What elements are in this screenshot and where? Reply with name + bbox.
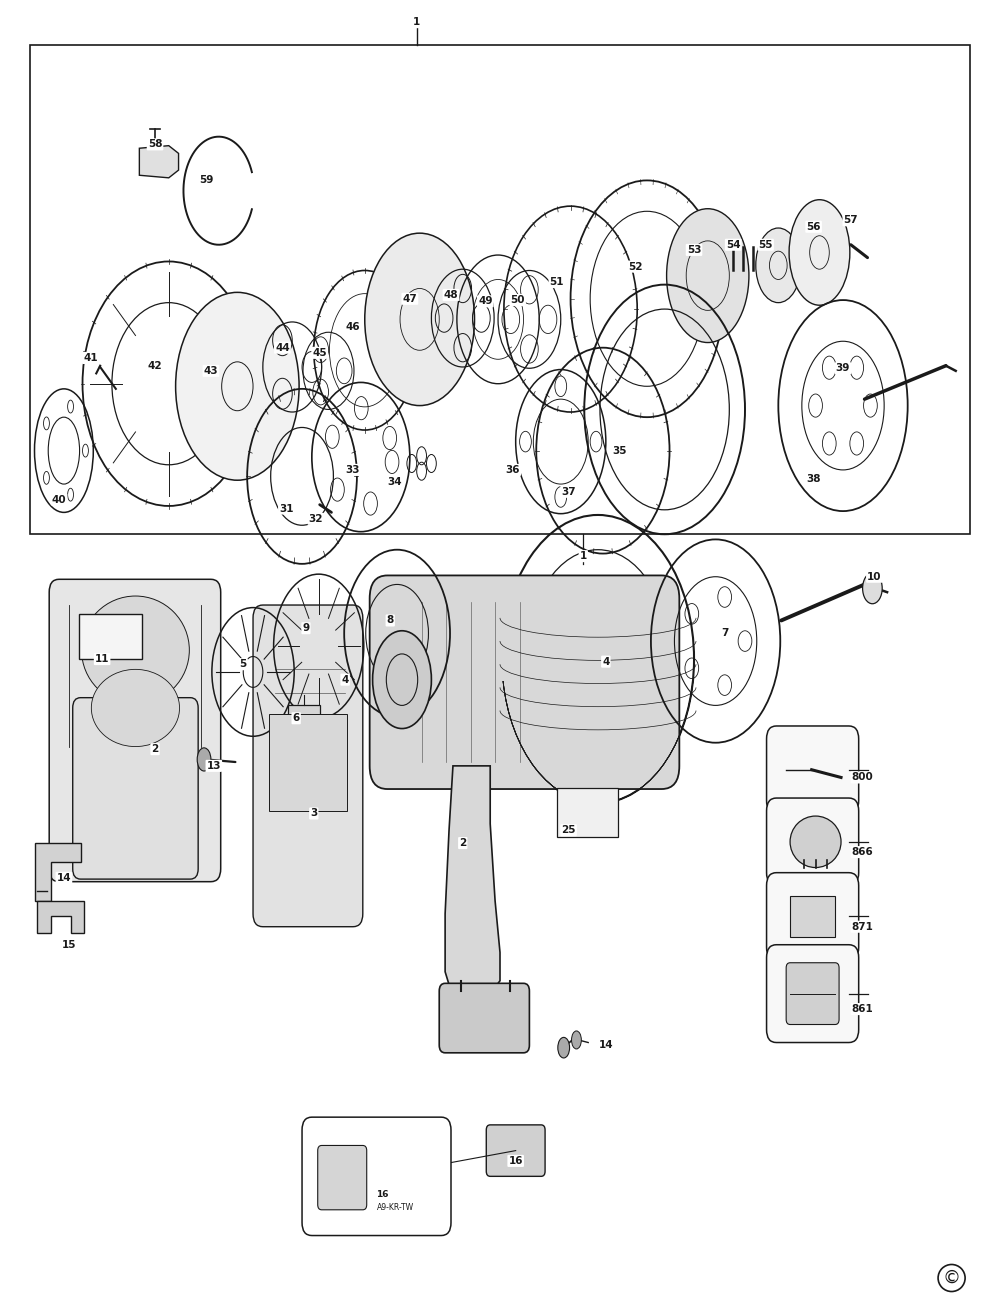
FancyBboxPatch shape (790, 895, 835, 937)
Ellipse shape (176, 293, 299, 481)
Ellipse shape (790, 817, 841, 868)
Ellipse shape (863, 572, 882, 604)
Text: 40: 40 (52, 495, 66, 504)
FancyBboxPatch shape (767, 945, 859, 1043)
Text: 866: 866 (852, 847, 873, 857)
Text: 54: 54 (726, 240, 741, 249)
Text: 45: 45 (312, 348, 327, 358)
Text: 861: 861 (852, 1004, 873, 1014)
FancyBboxPatch shape (269, 714, 347, 811)
Ellipse shape (667, 209, 749, 343)
Text: 5: 5 (240, 659, 247, 670)
Text: 34: 34 (387, 477, 401, 487)
Text: 41: 41 (83, 353, 98, 362)
Text: 38: 38 (806, 474, 821, 484)
FancyBboxPatch shape (767, 726, 859, 814)
Ellipse shape (789, 200, 850, 305)
Text: 2: 2 (459, 838, 466, 848)
FancyBboxPatch shape (79, 614, 142, 659)
Text: 2: 2 (151, 744, 159, 754)
FancyBboxPatch shape (786, 962, 839, 1024)
Text: 35: 35 (612, 445, 627, 456)
Text: 1: 1 (413, 17, 420, 28)
Text: 11: 11 (95, 654, 109, 664)
Text: 800: 800 (852, 772, 873, 783)
Text: 33: 33 (346, 465, 360, 475)
Text: A9-KR-TW: A9-KR-TW (377, 1203, 414, 1212)
Text: 46: 46 (346, 322, 360, 332)
Text: 52: 52 (628, 261, 642, 272)
Text: 43: 43 (204, 366, 218, 376)
Text: 31: 31 (279, 503, 294, 513)
Text: 53: 53 (687, 246, 701, 255)
Text: 42: 42 (148, 361, 162, 370)
Text: 6: 6 (293, 713, 300, 723)
Text: 56: 56 (806, 222, 821, 231)
Polygon shape (34, 843, 81, 901)
Text: 1: 1 (580, 551, 587, 561)
Text: 50: 50 (510, 295, 525, 305)
Text: 7: 7 (722, 629, 729, 638)
FancyBboxPatch shape (486, 1125, 545, 1176)
Text: 16: 16 (377, 1190, 389, 1199)
Text: 44: 44 (275, 343, 290, 353)
Text: 8: 8 (387, 616, 394, 625)
Text: 36: 36 (505, 465, 520, 475)
FancyBboxPatch shape (288, 705, 320, 726)
Text: 10: 10 (867, 571, 882, 582)
Ellipse shape (365, 234, 475, 406)
Ellipse shape (82, 596, 189, 704)
Text: 37: 37 (561, 487, 576, 496)
Text: 14: 14 (599, 1040, 613, 1050)
Ellipse shape (558, 1037, 570, 1058)
Text: 4: 4 (341, 675, 349, 684)
Polygon shape (37, 901, 84, 934)
Text: 16: 16 (508, 1155, 523, 1166)
Text: 59: 59 (199, 176, 213, 185)
Ellipse shape (373, 630, 431, 729)
Text: 39: 39 (836, 364, 850, 373)
FancyBboxPatch shape (557, 788, 618, 836)
FancyBboxPatch shape (49, 579, 221, 882)
Text: 49: 49 (478, 297, 493, 306)
Text: 55: 55 (758, 240, 773, 249)
FancyBboxPatch shape (370, 575, 679, 789)
FancyBboxPatch shape (73, 697, 198, 880)
Text: 3: 3 (310, 809, 317, 818)
Polygon shape (139, 146, 179, 177)
Text: 15: 15 (62, 940, 76, 949)
Text: 47: 47 (402, 294, 417, 303)
Text: 57: 57 (844, 215, 858, 226)
Text: 14: 14 (57, 873, 71, 882)
FancyBboxPatch shape (767, 873, 859, 960)
Text: 58: 58 (148, 139, 162, 150)
FancyBboxPatch shape (253, 605, 363, 927)
Text: 25: 25 (561, 825, 576, 835)
Ellipse shape (756, 228, 801, 303)
Text: 871: 871 (852, 922, 874, 932)
Text: 48: 48 (444, 290, 458, 299)
FancyBboxPatch shape (439, 983, 529, 1053)
Ellipse shape (572, 1031, 581, 1049)
FancyBboxPatch shape (30, 46, 970, 534)
Text: 51: 51 (550, 277, 564, 288)
Text: 9: 9 (302, 624, 310, 633)
Polygon shape (445, 765, 500, 998)
Text: 32: 32 (309, 513, 323, 524)
Ellipse shape (197, 748, 211, 771)
FancyBboxPatch shape (767, 798, 859, 885)
FancyBboxPatch shape (318, 1145, 367, 1209)
Text: 4: 4 (602, 656, 610, 667)
Text: 13: 13 (207, 760, 221, 771)
Text: ©: © (943, 1268, 961, 1287)
Ellipse shape (91, 670, 180, 747)
FancyBboxPatch shape (302, 1117, 451, 1236)
